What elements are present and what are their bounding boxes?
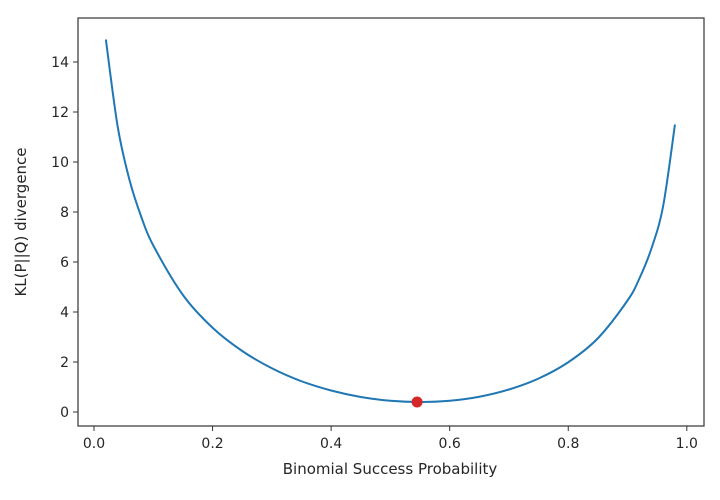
highlight-point: [411, 396, 423, 408]
x-axis-label: Binomial Success Probability: [283, 460, 498, 478]
x-tick-label: 0.6: [439, 436, 461, 452]
x-tick-label: 0.8: [557, 436, 579, 452]
y-tick-label: 4: [60, 305, 69, 321]
x-tick-label: 1.0: [676, 436, 698, 452]
plot-frame: [77, 17, 705, 427]
y-tick-label: 10: [51, 155, 69, 171]
y-tick-label: 8: [60, 205, 69, 221]
x-tick-label: 0.2: [201, 436, 223, 452]
y-tick-label: 6: [60, 255, 69, 271]
x-tick-label: 0.4: [320, 436, 342, 452]
y-axis-label: KL(P||Q) divergence: [12, 147, 30, 296]
series-line-0: [104, 39, 676, 404]
y-tick-label: 0: [60, 405, 69, 421]
x-tick-label: 0.0: [83, 436, 105, 452]
y-tick-label: 2: [60, 355, 69, 371]
y-tick-label: 12: [51, 105, 69, 121]
y-tick-label: 14: [51, 55, 69, 71]
